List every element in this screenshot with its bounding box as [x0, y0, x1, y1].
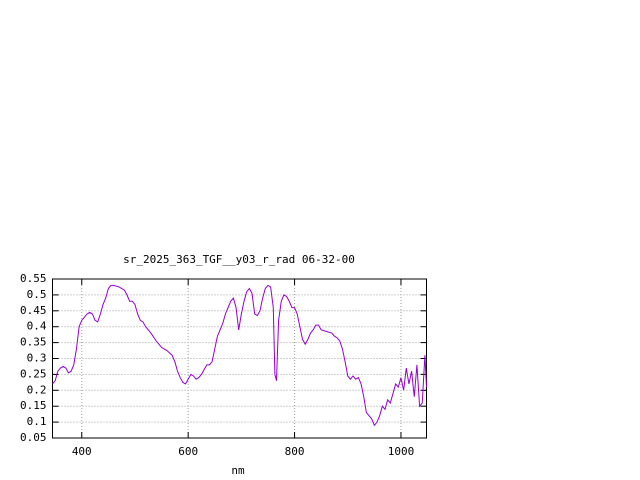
data-line [52, 284, 427, 427]
y-tick-label: 0.5 [27, 288, 47, 301]
y-tick-label: 0.1 [27, 415, 47, 428]
y-tick-label: 0.35 [20, 336, 47, 349]
x-tick-label: 400 [72, 445, 92, 458]
plot-frame [52, 278, 427, 439]
y-tick-label: 0.05 [20, 431, 47, 444]
x-axis-label: nm [231, 464, 245, 477]
x-tick-label: 1000 [388, 445, 415, 458]
y-tick-label: 0.4 [27, 320, 47, 333]
x-tick-label: 800 [285, 445, 305, 458]
x-tick-label: 600 [178, 445, 198, 458]
y-tick-label: 0.45 [20, 304, 47, 317]
y-tick-label: 0.3 [27, 352, 47, 365]
chart-title: sr_2025_363_TGF__y03_r_rad 06-32-00 [123, 253, 355, 266]
y-tick-label: 0.15 [20, 399, 47, 412]
y-tick-label: 0.55 [20, 272, 47, 285]
y-tick-label: 0.25 [20, 367, 47, 380]
y-tick-label: 0.2 [27, 383, 47, 396]
